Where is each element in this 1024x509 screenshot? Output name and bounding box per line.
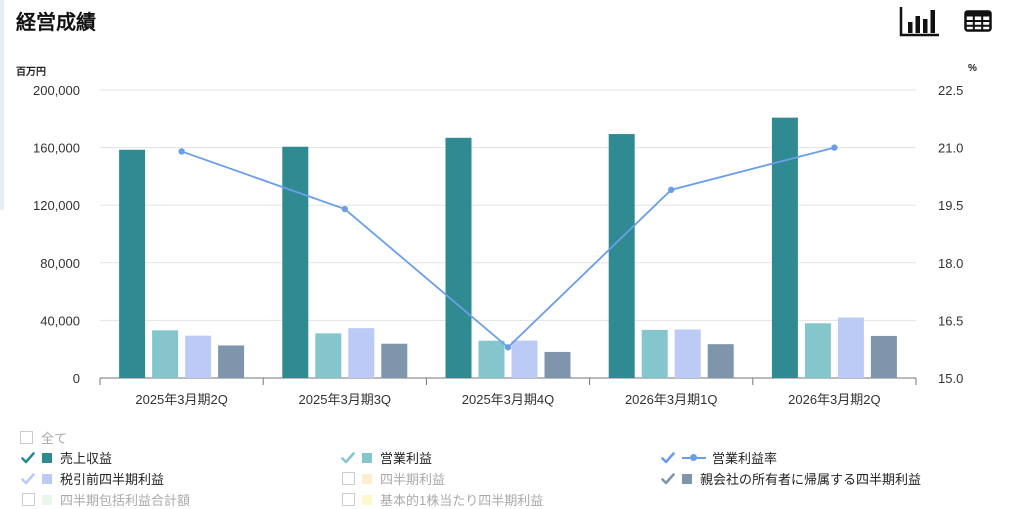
bar-2	[315, 333, 342, 378]
x-axis-category-label: 2025年3月期4Q	[462, 392, 555, 407]
legend-item[interactable]: 四半期利益	[340, 469, 660, 488]
legend-item[interactable]: 営業利益率	[660, 448, 1020, 467]
legend-swatch	[682, 473, 692, 484]
right-axis-tick-label: 16.5	[938, 313, 963, 328]
bar-1	[771, 117, 798, 378]
legend-swatch	[42, 494, 52, 505]
right-axis-tick-label: 21.0	[938, 141, 963, 156]
legend-item[interactable]: 営業利益	[340, 448, 660, 467]
operating-margin-point	[504, 344, 512, 351]
select-all-checkbox[interactable]	[20, 430, 33, 444]
x-axis-category-label: 2026年3月期1Q	[625, 392, 718, 407]
bar-3	[674, 329, 701, 378]
legend-select-all[interactable]: 全て	[20, 428, 1020, 446]
empty-checkbox[interactable]	[340, 492, 356, 508]
right-axis-unit: %	[968, 63, 977, 74]
page-title: 経営成績	[16, 12, 96, 34]
operating-margin-point	[831, 144, 838, 151]
legend-label: 売上収益	[60, 451, 113, 466]
checkmark-icon[interactable]	[340, 450, 356, 466]
left-axis-tick-label: 0	[73, 371, 80, 386]
bar-1	[608, 134, 635, 378]
left-axis-unit: 百万円	[16, 67, 46, 78]
bar-3	[185, 335, 212, 378]
view-toolbar	[898, 4, 1000, 38]
left-axis-tick-label: 40,000	[40, 313, 80, 328]
right-axis-tick-label: 18.0	[938, 256, 963, 271]
operating-margin-point	[668, 186, 675, 194]
legend-label: 営業利益	[380, 451, 433, 466]
bar-chart-icon	[899, 7, 939, 37]
right-axis-tick-label: 19.5	[938, 198, 963, 213]
legend-label: 税引前四半期利益	[60, 472, 165, 487]
legend-item[interactable]: 四半期包括利益合計額	[20, 490, 340, 509]
bar-2	[641, 329, 668, 378]
legend-item[interactable]: 売上収益	[20, 448, 340, 467]
right-axis-tick-label: 22.5	[938, 83, 963, 98]
bar-1	[119, 149, 146, 378]
empty-checkbox[interactable]	[20, 492, 36, 508]
x-axis-category-label: 2026年3月期2Q	[788, 392, 881, 407]
checkmark-icon[interactable]	[20, 450, 36, 466]
table-view-button[interactable]	[956, 4, 1000, 38]
left-axis-tick-label: 80,000	[40, 256, 80, 271]
legend-label: 四半期包括利益合計額	[60, 493, 191, 508]
bar-1	[282, 146, 309, 378]
legend-swatch	[362, 494, 372, 505]
legend-label: 四半期利益	[380, 472, 446, 487]
checkmark-icon[interactable]	[20, 471, 36, 487]
legend-label: 親会社の所有者に帰属する四半期利益	[700, 472, 922, 487]
legend-items: 売上収益 営業利益 営業利益率税引前四半期利益 四半期利益 親会社の所有者に帰属する四半…	[20, 448, 1020, 509]
bar-4	[544, 351, 571, 378]
legend-item[interactable]: 税引前四半期利益	[20, 469, 340, 488]
bar-4	[707, 344, 734, 378]
bar-4	[381, 343, 408, 378]
legend-item[interactable]: 親会社の所有者に帰属する四半期利益	[660, 469, 1020, 488]
chart-view-button[interactable]	[898, 4, 942, 38]
left-axis-tick-label: 120,000	[33, 198, 80, 213]
operating-margin-point	[178, 148, 185, 155]
bar-2	[152, 330, 179, 378]
x-axis-category-label: 2025年3月期2Q	[135, 392, 228, 407]
bar-2	[478, 340, 505, 378]
legend-swatch	[362, 452, 372, 463]
right-axis-tick-label: 15.0	[938, 371, 963, 386]
left-axis-tick-label: 160,000	[33, 141, 80, 156]
operating-margin-point	[341, 205, 348, 213]
legend-line-marker	[682, 453, 706, 463]
left-axis-tick-label: 200,000	[33, 83, 80, 98]
bar-2	[804, 323, 831, 378]
select-all-label: 全て	[41, 430, 68, 446]
bar-3	[348, 328, 375, 378]
checkmark-icon[interactable]	[660, 471, 676, 487]
bar-1	[445, 137, 472, 378]
legend-label: 営業利益率	[712, 451, 778, 466]
checkmark-icon[interactable]	[660, 450, 676, 466]
bar-3	[511, 340, 538, 378]
empty-checkbox[interactable]	[340, 471, 356, 487]
bar-3	[837, 317, 864, 378]
performance-chart: 0 40,000 80,000 120,000 160,000 200,000 15.0 16…	[33, 83, 963, 407]
legend-label: 基本的1株当たり四半期利益	[380, 493, 544, 508]
legend-swatch	[42, 473, 52, 484]
chart-legend: 全て 売上収益 営業利益 営業利益率税引前四半期利益 四半期利益 親会社の所有者に帰属す…	[20, 428, 1020, 509]
x-axis-category-label: 2025年3月期3Q	[299, 392, 392, 407]
operating-margin-line	[181, 146, 835, 349]
legend-item[interactable]: 基本的1株当たり四半期利益	[340, 490, 660, 509]
bar-4	[218, 345, 245, 378]
legend-swatch	[362, 473, 372, 484]
table-icon	[964, 10, 992, 32]
bar-4	[870, 335, 897, 378]
left-accent-bar	[0, 0, 4, 210]
legend-swatch	[42, 452, 52, 463]
